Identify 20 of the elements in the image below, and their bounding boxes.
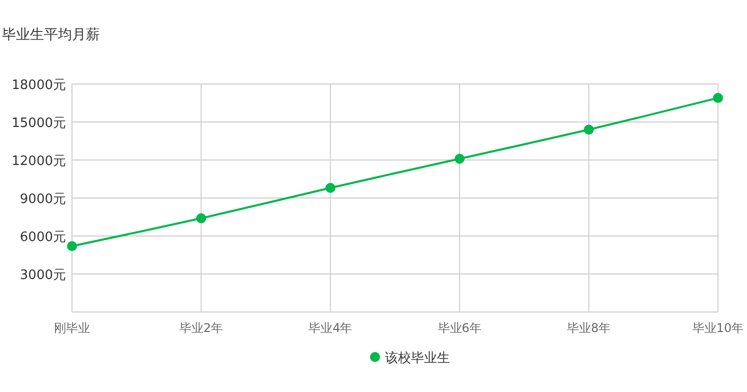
x-tick-label: 刚毕业 <box>54 321 90 335</box>
x-tick-label: 毕业8年 <box>566 321 611 335</box>
x-tick-label: 毕业4年 <box>308 321 352 335</box>
point <box>325 182 336 193</box>
point <box>584 124 594 135</box>
chart-title: 毕业生平均月薪 <box>2 27 100 43</box>
y-tick-label: 6000元 <box>20 230 66 245</box>
point <box>196 213 206 224</box>
point <box>713 92 723 103</box>
y-tick-label: 9000元 <box>20 192 66 207</box>
legend-label: 该校毕业生 <box>385 350 450 366</box>
y-tick-label: 3000元 <box>20 268 66 283</box>
x-tick-label: 毕业6年 <box>438 321 482 335</box>
point <box>67 241 77 252</box>
point <box>454 154 465 164</box>
x-tick-label: 毕业10年 <box>692 321 744 335</box>
y-tick-label: 15000元 <box>12 116 66 131</box>
y-tick-label: 18000元 <box>12 78 66 93</box>
x-tick-label: 毕业2年 <box>179 321 224 335</box>
y-tick-label: 12000元 <box>12 154 66 169</box>
